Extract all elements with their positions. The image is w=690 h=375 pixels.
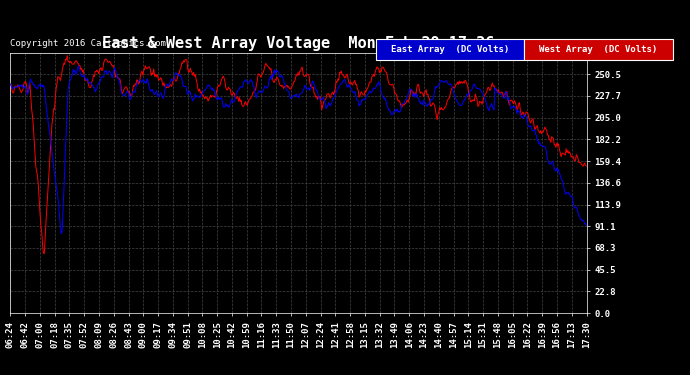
Title: East & West Array Voltage  Mon Feb 29 17:36: East & West Array Voltage Mon Feb 29 17:… <box>102 36 495 51</box>
Text: East Array  (DC Volts): East Array (DC Volts) <box>391 45 509 54</box>
Text: Copyright 2016 Cartronics.com: Copyright 2016 Cartronics.com <box>10 39 166 48</box>
Text: West Array  (DC Volts): West Array (DC Volts) <box>540 45 658 54</box>
